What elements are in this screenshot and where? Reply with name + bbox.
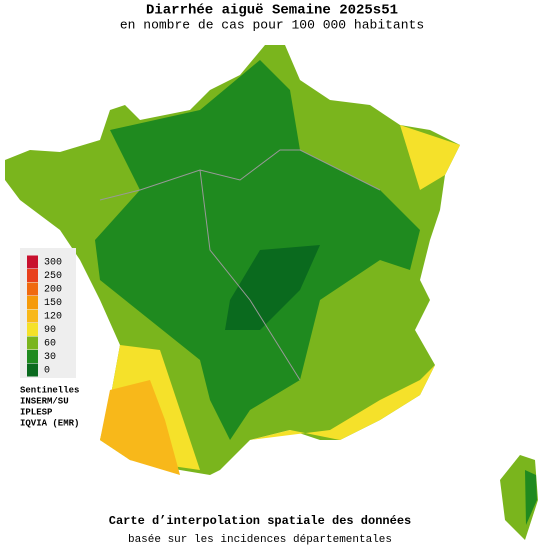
source-line: IQVIA (EMR): [20, 418, 79, 428]
region-borders: [99, 149, 381, 201]
source-line: IPLESP: [20, 407, 53, 417]
map: [5, 45, 538, 540]
legend-label: 0: [44, 366, 50, 377]
legend-label: 250: [44, 271, 62, 282]
legend-swatch: [27, 282, 38, 296]
legend-label: 200: [44, 285, 62, 296]
legend-label: 30: [44, 352, 56, 363]
footer-line1: Carte d’interpolation spatiale des donné…: [109, 514, 411, 528]
legend-label: 60: [44, 339, 56, 350]
legend-label: 150: [44, 298, 62, 309]
legend-label: 300: [44, 258, 62, 269]
corsica-dark: [525, 470, 537, 525]
legend-swatch: [27, 363, 38, 377]
source-line: Sentinelles: [20, 385, 79, 395]
region-borders: [199, 169, 301, 381]
source-line: INSERM/SU: [20, 396, 69, 406]
legend-label: 120: [44, 312, 62, 323]
legend-swatch: [27, 255, 38, 269]
legend-label: 90: [44, 325, 56, 336]
legend-swatch: [27, 323, 38, 336]
legend-swatch: [27, 336, 38, 350]
zone-dark: [95, 60, 420, 440]
legend-swatch: [27, 350, 38, 363]
footer-line2: basée sur les incidences départementales: [128, 534, 392, 546]
subtitle: en nombre de cas pour 100 000 habitants: [120, 17, 424, 32]
zone-alsace-yellow: [400, 125, 460, 190]
legend-swatch: [27, 296, 38, 309]
zone-darker: [225, 245, 320, 330]
legend-swatch: [27, 309, 38, 323]
title: Diarrhée aiguë Semaine 2025s51: [146, 3, 398, 19]
zone-sw-orange: [100, 380, 180, 475]
zone-se-yellow: [250, 365, 435, 440]
legend-swatch: [27, 269, 38, 282]
